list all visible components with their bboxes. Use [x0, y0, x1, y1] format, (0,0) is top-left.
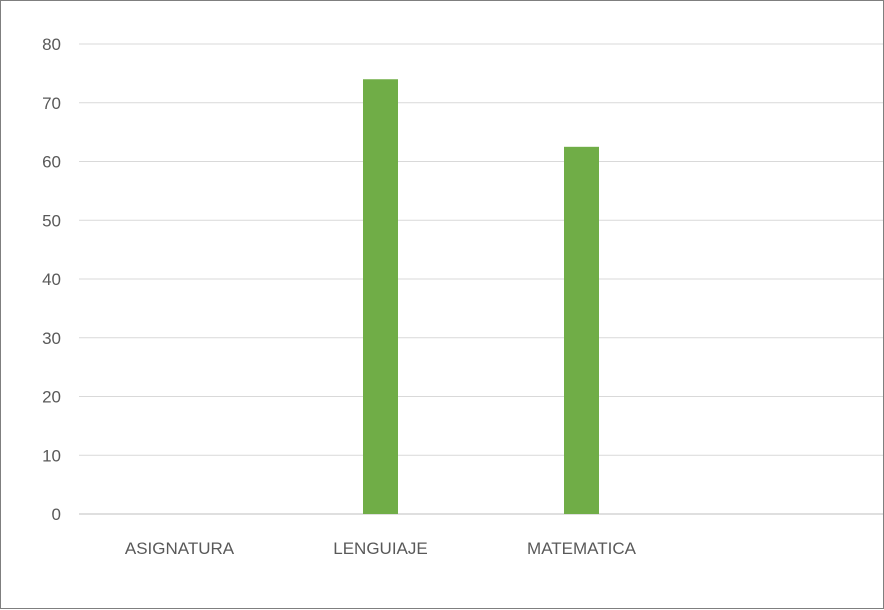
y-tick-label: 30: [42, 329, 61, 348]
x-axis-category-labels: ASIGNATURA LENGUIAJE MATEMATICA: [125, 539, 637, 558]
bars: [363, 79, 599, 514]
bar-matematica: [564, 146, 599, 514]
y-axis-tick-labels: 0 10 20 30 40 50 60 70 80: [42, 35, 61, 524]
y-tick-label: 0: [52, 505, 61, 524]
x-tick-label: MATEMATICA: [527, 539, 637, 558]
y-tick-label: 50: [42, 211, 61, 230]
gridlines: [79, 43, 883, 515]
y-tick-label: 70: [42, 94, 61, 113]
y-tick-label: 80: [42, 35, 61, 54]
y-tick-label: 10: [42, 446, 61, 465]
y-tick-label: 60: [42, 153, 61, 172]
y-tick-label: 40: [42, 270, 61, 289]
x-tick-label: LENGUIAJE: [333, 539, 427, 558]
x-tick-label: ASIGNATURA: [125, 539, 235, 558]
bar-lenguiaje: [363, 79, 398, 514]
y-tick-label: 20: [42, 388, 61, 407]
